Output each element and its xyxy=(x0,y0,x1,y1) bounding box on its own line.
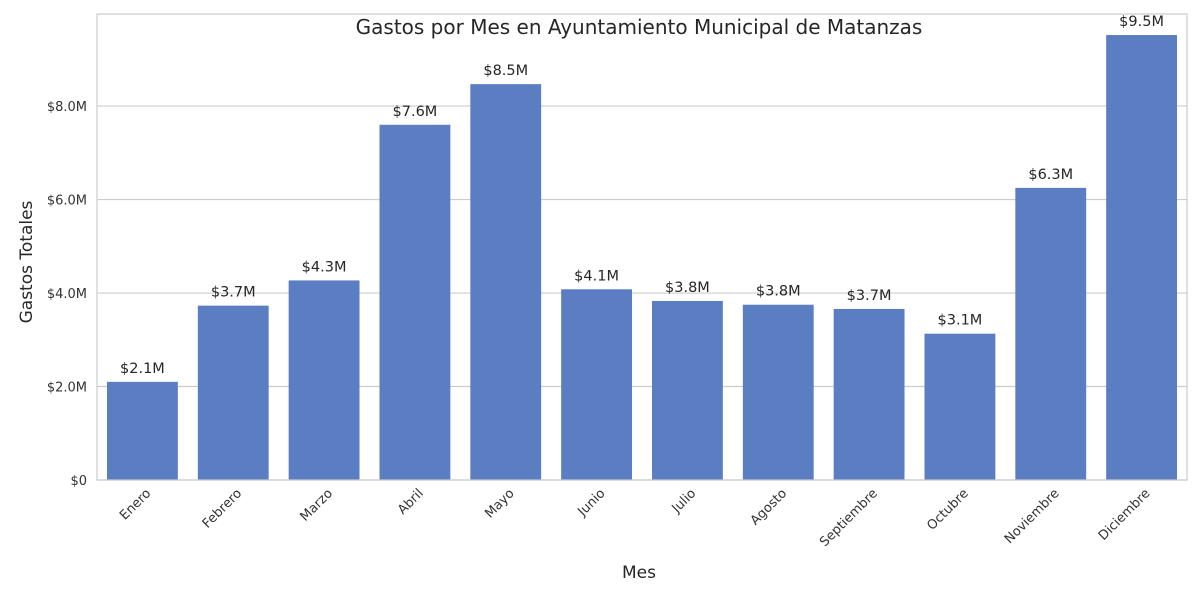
data-label: $7.6M xyxy=(393,104,438,120)
bar-febrero xyxy=(197,305,269,480)
data-label: $3.7M xyxy=(847,288,892,304)
data-label: $4.3M xyxy=(302,259,347,275)
bar-septiembre xyxy=(833,308,905,480)
bar-mayo xyxy=(470,84,542,481)
bars xyxy=(106,35,1178,481)
bar-octubre xyxy=(924,333,996,480)
bar-marzo xyxy=(288,280,360,480)
bar-diciembre xyxy=(1106,35,1178,480)
y-tick-label: $2.0M xyxy=(47,381,87,396)
x-tick-label: Junio xyxy=(575,486,609,520)
y-tick-label: $6.0M xyxy=(47,194,87,209)
data-label: $3.8M xyxy=(665,280,710,296)
data-label: $4.1M xyxy=(574,268,619,284)
x-tick-label: Diciembre xyxy=(1096,486,1154,544)
y-tick-labels: $0 $2.0M $4.0M $6.0M $8.0M xyxy=(47,100,87,489)
data-label: $8.5M xyxy=(483,63,528,79)
bar-agosto xyxy=(742,304,814,480)
y-tick-label: $4.0M xyxy=(47,287,87,302)
bar-junio xyxy=(561,289,633,480)
data-label: $9.5M xyxy=(1119,14,1164,30)
plot-frame xyxy=(96,13,1188,481)
y-tick-label: $8.0M xyxy=(47,100,87,115)
x-tick-label: Marzo xyxy=(298,486,336,524)
x-axis-label: Mes xyxy=(622,563,656,583)
x-tick-label: Agosto xyxy=(748,486,790,528)
data-label: $3.7M xyxy=(211,285,256,301)
x-tick-label: Septiembre xyxy=(817,486,881,550)
x-tick-label: Mayo xyxy=(482,486,517,521)
chart-title: Gastos por Mes en Ayuntamiento Municipal… xyxy=(356,15,923,39)
x-tick-label: Enero xyxy=(117,486,154,523)
data-label: $3.1M xyxy=(938,313,983,329)
bar-julio xyxy=(651,300,723,480)
data-label: $3.8M xyxy=(756,284,801,300)
y-tick-label: $0 xyxy=(70,474,87,489)
x-tick-label: Noviembre xyxy=(1002,486,1063,547)
bar-noviembre xyxy=(1015,187,1087,480)
y-axis-label: Gastos Totales xyxy=(17,200,37,323)
x-tick-label: Abril xyxy=(395,486,427,518)
bar-enero xyxy=(106,381,178,480)
data-labels: $2.1M $3.7M $4.3M $7.6M $8.5M $4.1M $3.8M $3.8M… xyxy=(120,14,1164,377)
x-tick-label: Febrero xyxy=(200,486,245,531)
x-tick-label: Octubre xyxy=(924,486,971,533)
x-tick-labels: Enero Febrero Marzo Abril Mayo Junio Julio Agos… xyxy=(117,486,1153,550)
bar-abril xyxy=(379,124,451,480)
data-label: $2.1M xyxy=(120,361,165,377)
data-label: $6.3M xyxy=(1028,167,1073,183)
x-tick-label: Julio xyxy=(669,486,700,517)
